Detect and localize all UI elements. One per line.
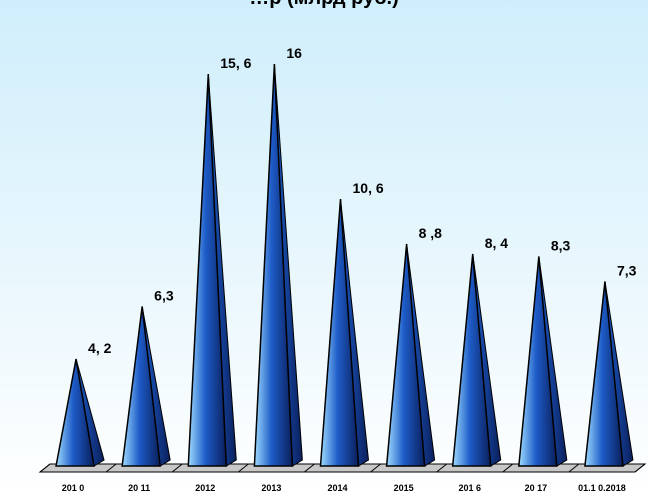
floor-divider bbox=[238, 463, 249, 473]
value-label: 6,3 bbox=[154, 288, 174, 304]
cone-bar bbox=[55, 358, 105, 467]
value-labels: 4, 2 6,3 15, 6 16 10, 6 8 ,8 8, 4 8,3 7,3 bbox=[88, 45, 637, 356]
floor-divider bbox=[502, 463, 514, 473]
cone-front bbox=[518, 256, 558, 467]
value-label: 10, 6 bbox=[353, 180, 384, 196]
cone-front bbox=[187, 73, 228, 467]
floor-divider bbox=[105, 463, 117, 473]
value-label: 8, 4 bbox=[485, 235, 509, 251]
value-label: 15, 6 bbox=[220, 55, 251, 71]
floor-divider bbox=[634, 463, 646, 473]
floor-divider bbox=[436, 463, 447, 473]
x-tick-label: 201 0 bbox=[62, 483, 85, 493]
cone-bar bbox=[385, 243, 436, 467]
cone-front bbox=[451, 253, 492, 467]
floor-divider bbox=[171, 463, 183, 473]
x-tick-label: 2014 bbox=[327, 483, 347, 493]
x-tick-label: 2013 bbox=[261, 483, 281, 493]
floor-divider bbox=[370, 463, 381, 473]
value-label: 4, 2 bbox=[88, 340, 112, 356]
cone-bar bbox=[253, 63, 303, 467]
x-tick-label: 201 6 bbox=[458, 483, 481, 493]
value-label: 8,3 bbox=[551, 238, 571, 254]
x-tick-label: 20 17 bbox=[525, 483, 548, 493]
chart-marks bbox=[55, 63, 634, 467]
value-label: 16 bbox=[286, 45, 302, 61]
cone-front bbox=[385, 243, 426, 467]
cone-bar bbox=[319, 198, 370, 467]
x-tick-label: 20 11 bbox=[128, 483, 150, 493]
cone-front bbox=[253, 63, 294, 467]
cone-bar bbox=[121, 306, 171, 467]
value-label: 7,3 bbox=[617, 263, 637, 279]
x-tick-label: 2012 bbox=[195, 483, 215, 493]
cone-front bbox=[55, 358, 95, 467]
floor-divider bbox=[304, 463, 315, 473]
x-tick-label: 2015 bbox=[394, 483, 414, 493]
cone-bar bbox=[187, 73, 237, 467]
cone-front bbox=[121, 306, 162, 467]
x-tick-label: 01.1 0.2018 bbox=[578, 483, 626, 493]
chart-title: …р (млрд руб.) bbox=[249, 0, 399, 9]
cone-front bbox=[319, 198, 360, 467]
floor-divider bbox=[568, 463, 580, 473]
value-label: 8 ,8 bbox=[419, 225, 443, 241]
x-axis: 201 0 20 11 2012 2013 2014 2015 201 6 20 17 01.1… bbox=[62, 483, 626, 493]
floor-divider bbox=[39, 463, 51, 473]
cone-front bbox=[584, 281, 624, 467]
cone-bar bbox=[451, 253, 502, 467]
cone-bar bbox=[584, 281, 634, 467]
cone-bar bbox=[518, 256, 568, 467]
